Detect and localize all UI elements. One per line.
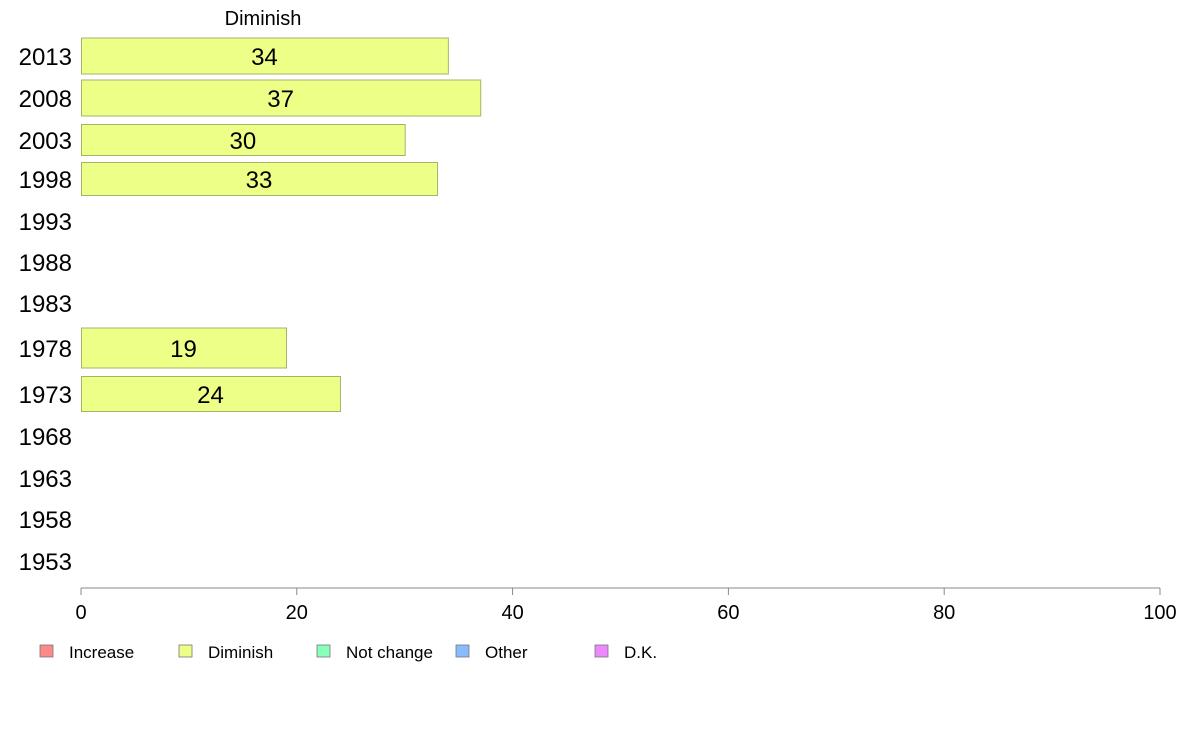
x-tick-label: 0 <box>75 602 86 624</box>
legend-label: Not change <box>346 643 433 662</box>
legend-swatch <box>39 644 54 658</box>
y-tick-labels: 2013 2008 2003 1998 1993 1988 1983 1978 1973 1968… <box>19 44 72 576</box>
data-label: 19 <box>170 336 197 363</box>
y-tick-label: 2013 <box>19 44 72 71</box>
chart-title: Diminish <box>225 8 302 30</box>
legend-label: Increase <box>69 643 134 662</box>
y-tick-label: 1993 <box>19 209 72 236</box>
legend-label: Other <box>485 643 528 662</box>
x-tick-label: 20 <box>286 602 308 624</box>
legend-swatch <box>594 644 609 658</box>
x-tick-label: 100 <box>1143 602 1176 624</box>
data-label: 24 <box>197 382 224 409</box>
data-label: 33 <box>246 167 273 194</box>
y-tick-label: 1953 <box>19 549 72 576</box>
x-tick-label: 60 <box>717 602 739 624</box>
bar-diminish-1973 <box>81 376 341 412</box>
legend-swatch <box>455 644 470 658</box>
y-tick-label: 1973 <box>19 382 72 409</box>
x-axis: 0 20 40 60 80 100 <box>75 587 1177 624</box>
y-tick-label: 2003 <box>19 128 72 155</box>
legend-label: Diminish <box>208 643 273 662</box>
y-tick-label: 1978 <box>19 336 72 363</box>
y-tick-label: 1983 <box>19 291 72 318</box>
data-label: 37 <box>267 86 294 113</box>
data-label: 30 <box>229 128 256 155</box>
y-tick-label: 1988 <box>19 250 72 277</box>
x-tick-label: 40 <box>501 602 523 624</box>
bar-diminish-2013 <box>81 37 449 75</box>
bar-diminish-1998 <box>81 162 439 196</box>
legend-swatch <box>178 644 193 658</box>
legend-swatch <box>316 644 331 658</box>
bar-diminish-2008 <box>81 79 482 117</box>
y-tick-label: 1963 <box>19 466 72 493</box>
y-tick-label: 2008 <box>19 86 72 113</box>
legend-label: D.K. <box>624 643 657 662</box>
x-tick-label: 80 <box>933 602 955 624</box>
data-label: 34 <box>251 44 278 71</box>
bar-diminish-1978 <box>81 327 288 369</box>
y-tick-label: 1998 <box>19 167 72 194</box>
bar-diminish-2003 <box>81 124 406 156</box>
legend: Increase Diminish Not change Other D.K. <box>39 643 657 662</box>
y-tick-label: 1968 <box>19 424 72 451</box>
y-tick-label: 1958 <box>19 507 72 534</box>
